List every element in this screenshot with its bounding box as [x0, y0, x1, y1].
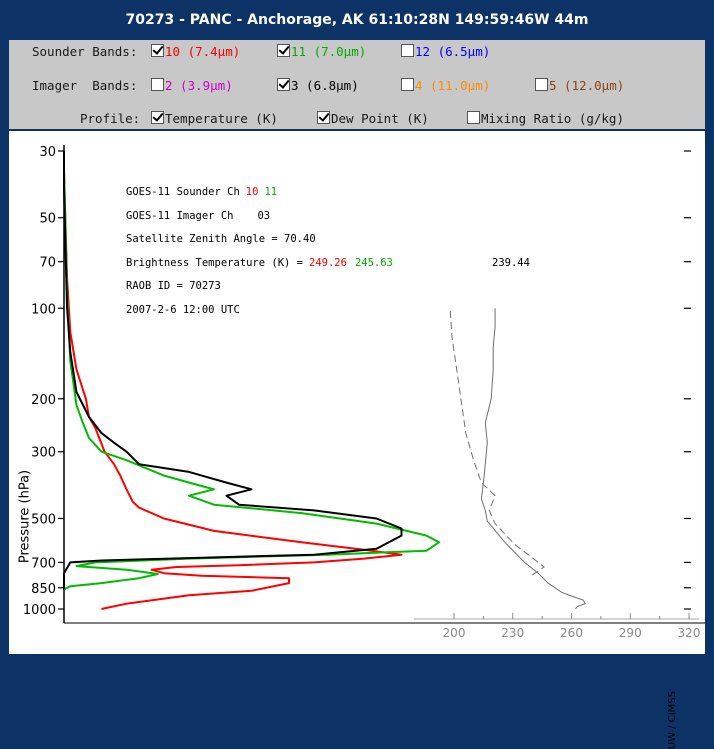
- checkbox[interactable]: [151, 78, 164, 91]
- weighting-function-03-line: [63, 151, 403, 590]
- checkbox[interactable]: [277, 44, 290, 57]
- y-tick-label: 500: [31, 512, 56, 527]
- checkbox[interactable]: [317, 111, 330, 124]
- weighting-function-11-line: [63, 151, 440, 591]
- option-label: 11 (7.0µm): [291, 44, 367, 59]
- weighting-function-10-line: [63, 151, 403, 610]
- info-bt-ch10: 249.26: [309, 257, 347, 269]
- checkbox[interactable]: [401, 78, 414, 91]
- option-label: 2 (3.9µm): [165, 78, 233, 93]
- imager-band-3-option[interactable]: 3 (6.8µm): [277, 77, 359, 95]
- imager-band-4-option[interactable]: 4 (11.0µm): [401, 77, 490, 95]
- imager-band-2-option[interactable]: 2 (3.9µm): [151, 77, 233, 95]
- weighting-function-chart: 30 50 70 100 200 300 500 700 850 1000 200 230 260 29…: [23, 145, 705, 640]
- x-tick-label: 230: [501, 626, 524, 640]
- checkbox[interactable]: [401, 44, 414, 57]
- sounder-bands-row: Sounder Bands: 10 (7.4µm) 11 (7.0µm) 12 …: [9, 41, 705, 63]
- profile-temperature-option[interactable]: Temperature (K): [151, 110, 278, 128]
- option-label: Dew Point (K): [331, 111, 429, 126]
- profile-label: Profile:: [80, 111, 141, 126]
- series-layer: [63, 151, 586, 610]
- checkbox[interactable]: [535, 78, 548, 91]
- checkbox[interactable]: [467, 111, 480, 124]
- svg-text:Brightness Temperature (K) =24: Brightness Temperature (K) = 249.26 245.63: [126, 257, 393, 269]
- info-bt-label: Brightness Temperature (K) =: [126, 257, 303, 269]
- y-tick-label: 300: [31, 446, 56, 461]
- info-sounder-ch-11: 11: [264, 186, 277, 198]
- info-raob-id: RAOB ID = 70273: [126, 280, 221, 292]
- x-axis: 200 230 260 290 320: [414, 613, 700, 640]
- imager-bands-row: Imager Bands: 2 (3.9µm) 3 (6.8µm) 4 (11.…: [9, 75, 705, 97]
- temperature-profile-line: [480, 308, 586, 610]
- option-label: 3 (6.8µm): [291, 78, 359, 93]
- control-panel: Sounder Bands: 10 (7.4µm) 11 (7.0µm) 12 …: [9, 40, 705, 129]
- option-label: 5 (12.0µm): [549, 78, 625, 93]
- option-label: 10 (7.4µm): [165, 44, 241, 59]
- y-tick-label: 850: [31, 582, 56, 597]
- dewpoint-profile-line: [449, 308, 545, 576]
- info-imager-line: GOES-11 Imager Ch: [126, 210, 233, 222]
- sounder-band-10-option[interactable]: 10 (7.4µm): [151, 43, 240, 61]
- profile-mixing-ratio-option[interactable]: Mixing Ratio (g/kg): [467, 110, 624, 128]
- y-tick-label: 70: [39, 256, 56, 271]
- x-tick-label: 320: [678, 626, 701, 640]
- x-tick-label: 260: [560, 626, 583, 640]
- x-tick-label: 200: [443, 626, 466, 640]
- watermark: UW / CIMSS: [667, 691, 678, 749]
- y-tick-label: 100: [31, 302, 56, 317]
- y-tick-label: 30: [39, 145, 56, 160]
- y-tick-label: 1000: [23, 603, 56, 618]
- y-axis-label: Pressure (hPa): [17, 469, 33, 564]
- sounder-bands-label: Sounder Bands:: [32, 44, 138, 59]
- info-sounder-line: GOES-11 Sounder Ch: [126, 186, 240, 198]
- checkbox[interactable]: [151, 111, 164, 124]
- y-tick-label: 700: [31, 556, 56, 571]
- info-text: GOES-11 Sounder Ch 10 11 GOES-11 Imager Ch…: [126, 186, 530, 316]
- y-tick-label: 200: [31, 393, 56, 408]
- checkbox[interactable]: [151, 44, 164, 57]
- option-label: 12 (6.5µm): [415, 44, 491, 59]
- y-axis: 30 50 70 100 200 300 500 700 850 1000: [23, 145, 705, 624]
- info-date: 2007-2-6 12:00 UTC: [126, 304, 240, 316]
- info-zenith-angle: Satellite Zenith Angle = 70.40: [126, 233, 316, 245]
- info-sounder-ch-10: 10: [246, 186, 259, 198]
- y-tick-label: 50: [39, 212, 56, 227]
- option-label: 4 (11.0µm): [415, 78, 491, 93]
- option-label: Temperature (K): [165, 111, 278, 126]
- imager-band-5-option[interactable]: 5 (12.0µm): [535, 77, 624, 95]
- info-imager-ch: 03: [257, 210, 270, 222]
- window-title: 70273 - PANC - Anchorage, AK 61:10:28N 1…: [125, 12, 589, 28]
- sounder-band-12-option[interactable]: 12 (6.5µm): [401, 43, 490, 61]
- sounder-band-11-option[interactable]: 11 (7.0µm): [277, 43, 366, 61]
- plot-area: 30 50 70 100 200 300 500 700 850 1000 200 230 260 29…: [9, 131, 705, 749]
- x-tick-label: 290: [619, 626, 642, 640]
- profile-dewpoint-option[interactable]: Dew Point (K): [317, 110, 429, 128]
- option-label: Mixing Ratio (g/kg): [481, 111, 624, 126]
- info-bt-ch11: 245.63: [355, 257, 393, 269]
- profile-row: Profile: Temperature (K) Dew Point (K) M…: [9, 108, 705, 130]
- info-bt-ch3: 239.44: [492, 257, 530, 269]
- imager-bands-label: Imager Bands:: [32, 78, 138, 93]
- checkbox[interactable]: [277, 78, 290, 91]
